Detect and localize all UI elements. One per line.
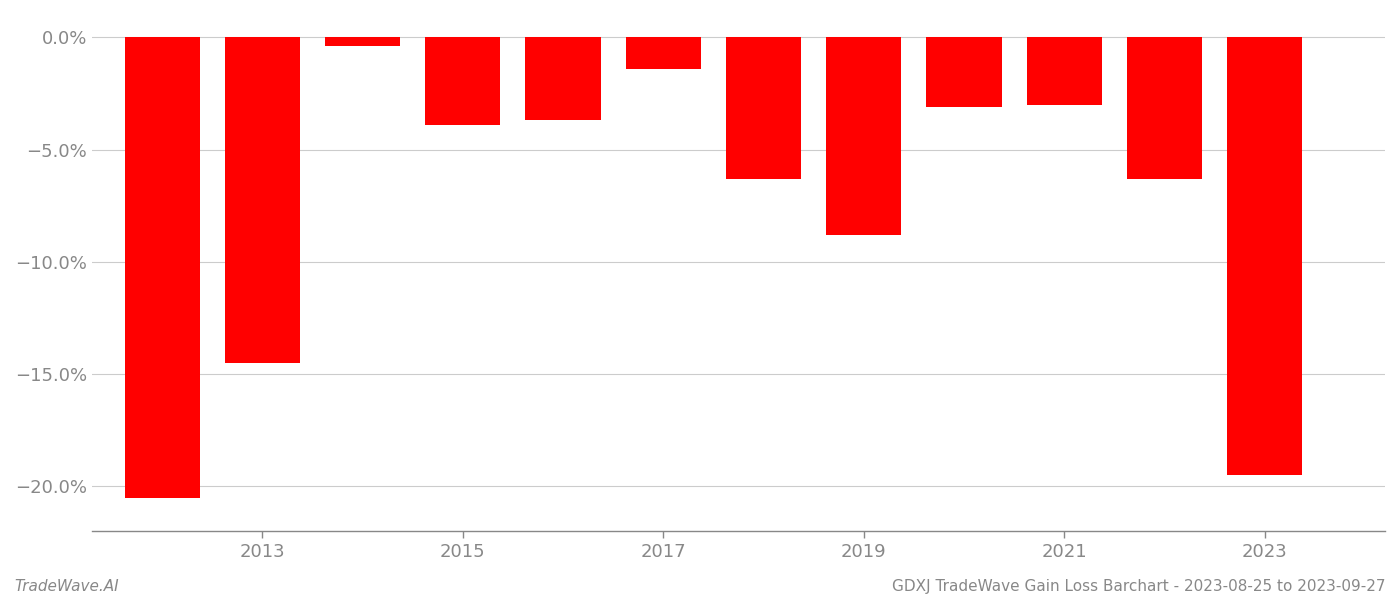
Bar (1228, 37, 1302, 475)
Bar (626, 37, 701, 69)
Bar (727, 37, 801, 179)
Text: GDXJ TradeWave Gain Loss Barchart - 2023-08-25 to 2023-09-27: GDXJ TradeWave Gain Loss Barchart - 2023… (893, 579, 1386, 594)
Bar (525, 37, 601, 121)
Bar (225, 37, 300, 363)
Text: TradeWave.AI: TradeWave.AI (14, 579, 119, 594)
Bar (927, 37, 1001, 107)
Bar (426, 37, 500, 125)
Bar (325, 37, 400, 46)
Bar (826, 37, 902, 235)
Bar (1026, 37, 1102, 105)
Bar (125, 37, 200, 497)
Bar (1127, 37, 1203, 179)
